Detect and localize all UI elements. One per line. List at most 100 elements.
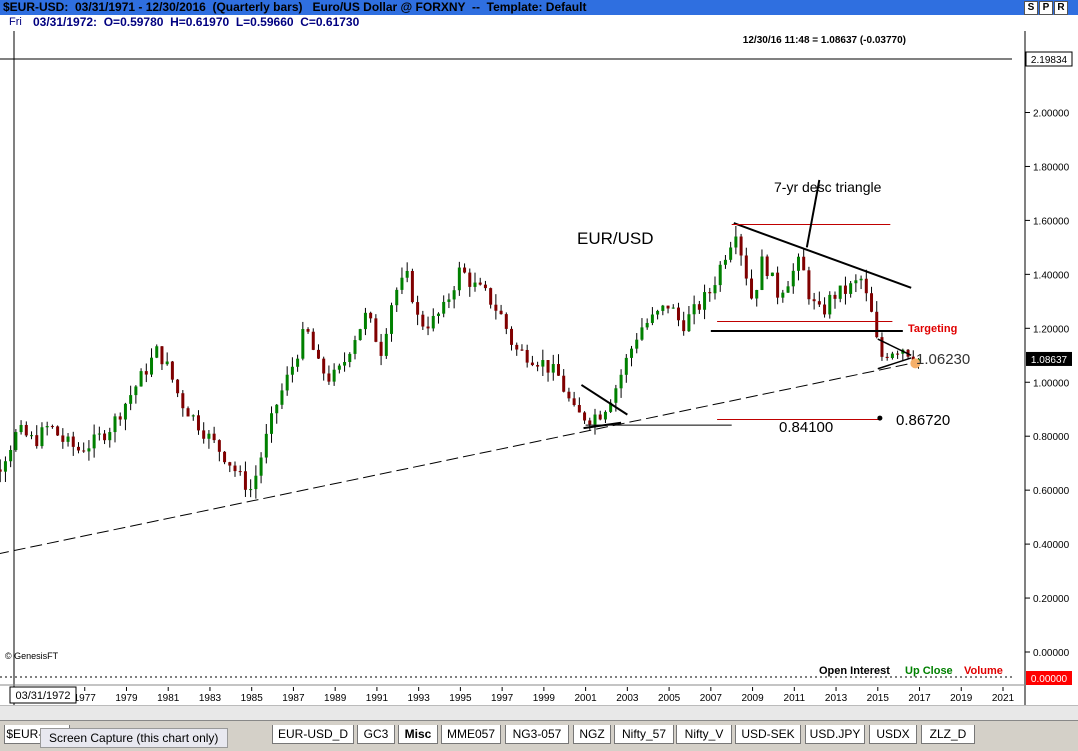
candle-up xyxy=(97,433,101,435)
top-price-tag-text: 2.19834 xyxy=(1031,55,1068,66)
p-button[interactable]: P xyxy=(1039,1,1053,15)
candle-down xyxy=(144,371,148,375)
candle-up xyxy=(332,369,336,382)
candle-up xyxy=(343,362,347,366)
tab-zlz-d[interactable]: ZLZ_D xyxy=(921,725,975,744)
tab-usd-jpy[interactable]: USD.JPY xyxy=(805,725,865,744)
candle-up xyxy=(859,278,863,281)
price-chart[interactable]: 2.00000 1.80000 1.60000 1.40000 1.20000 1.000… xyxy=(0,31,1078,720)
candle-up xyxy=(442,301,446,314)
candle-up xyxy=(447,299,451,302)
candle-down xyxy=(196,415,200,431)
x-tick-label: 1983 xyxy=(199,693,222,704)
candle-up xyxy=(92,434,96,449)
x-tick-label: 1991 xyxy=(366,693,389,704)
tab-gc3[interactable]: GC3 xyxy=(357,725,395,744)
candle-down xyxy=(530,362,534,366)
screen-capture-tooltip: Screen Capture (this chart only) xyxy=(40,728,228,748)
candle-up xyxy=(405,270,409,278)
candle-down xyxy=(588,420,592,425)
candle-down xyxy=(885,356,889,358)
tab-nifty-v[interactable]: Nifty_V xyxy=(676,725,732,744)
candle-up xyxy=(551,364,555,373)
tab-usd-sek[interactable]: USD-SEK xyxy=(735,725,801,744)
candle-down xyxy=(483,284,487,289)
candle-up xyxy=(87,448,91,452)
tab-mme057[interactable]: MME057 xyxy=(441,725,501,744)
candle-up xyxy=(457,267,461,291)
tab-nifty-57[interactable]: Nifty_57 xyxy=(614,725,674,744)
candlestick-series xyxy=(0,225,920,499)
x-tick-label: 1979 xyxy=(115,693,138,704)
candle-up xyxy=(781,292,785,298)
x-tick-label: 1995 xyxy=(449,693,472,704)
candle-up xyxy=(593,414,597,425)
candle-up xyxy=(729,247,733,260)
candle-up xyxy=(165,361,169,365)
candle-up xyxy=(661,305,665,311)
tab-ng3-057[interactable]: NG3-057 xyxy=(505,725,569,744)
candle-up xyxy=(254,475,258,490)
r-button[interactable]: R xyxy=(1054,1,1068,15)
tab-ngz[interactable]: NGZ xyxy=(573,725,611,744)
chart-area[interactable]: 2.00000 1.80000 1.60000 1.40000 1.20000 1.000… xyxy=(0,31,1078,720)
candle-down xyxy=(468,272,472,287)
x-tick-label: 1977 xyxy=(74,693,97,704)
candle-down xyxy=(228,462,232,466)
candle-down xyxy=(562,375,566,392)
candle-down xyxy=(896,353,900,355)
candle-up xyxy=(609,402,613,412)
candle-up xyxy=(395,289,399,306)
horizontal-scrollbar[interactable] xyxy=(0,705,1078,721)
candle-down xyxy=(843,285,847,294)
candle-down xyxy=(525,349,529,363)
tab-eur-usd-d[interactable]: EUR-USD_D xyxy=(272,725,354,744)
candle-down xyxy=(802,256,806,271)
candle-up xyxy=(285,374,289,391)
candle-down xyxy=(598,414,602,420)
candle-up xyxy=(624,357,628,375)
candle-up xyxy=(723,259,727,265)
tab-misc[interactable]: Misc xyxy=(398,725,438,744)
candle-up xyxy=(296,358,300,367)
candle-up xyxy=(770,272,774,276)
candle-up xyxy=(603,411,607,420)
candle-down xyxy=(708,292,712,294)
window-title-bar: $EUR-USD: 03/31/1971 - 12/30/2016 (Quart… xyxy=(0,0,1078,15)
tab-usdx[interactable]: USDX xyxy=(869,725,917,744)
candle-down xyxy=(311,331,315,350)
candle-up xyxy=(40,427,44,447)
x-tick-label: 2021 xyxy=(992,693,1015,704)
candle-up xyxy=(703,292,707,310)
candle-up xyxy=(358,329,362,341)
candle-down xyxy=(176,379,180,394)
x-tick-label: 2017 xyxy=(908,693,931,704)
x-tick-label: 2005 xyxy=(658,693,681,704)
last-price-tag xyxy=(1026,351,1072,366)
y-tick-label: 1.40000 xyxy=(1033,270,1070,281)
triangle-top-line xyxy=(733,222,912,289)
triangle-label: 7-yr desc triangle xyxy=(774,179,882,195)
candle-down xyxy=(870,293,874,312)
candle-down xyxy=(238,471,242,473)
triangle-label-arrow xyxy=(805,179,821,248)
candle-down xyxy=(160,346,164,365)
y-tick-label: 1.20000 xyxy=(1033,324,1070,335)
candle-up xyxy=(66,436,70,442)
trendline-drawings xyxy=(0,179,921,555)
candle-up xyxy=(473,282,477,287)
candle-down xyxy=(76,446,80,451)
candle-down xyxy=(118,416,122,420)
x-tick-label: 2009 xyxy=(741,693,764,704)
long-term-support-line xyxy=(0,362,912,555)
candle-down xyxy=(61,435,65,442)
candle-up xyxy=(713,285,717,294)
candle-up xyxy=(656,310,660,315)
candle-down xyxy=(463,267,467,273)
window-title: $EUR-USD: 03/31/1971 - 12/30/2016 (Quart… xyxy=(3,0,587,14)
x-tick-label: 1999 xyxy=(533,693,556,704)
s-button[interactable]: S xyxy=(1024,1,1038,15)
level-0841-label: 0.84100 xyxy=(779,419,833,436)
candle-up xyxy=(207,433,211,439)
candle-up xyxy=(890,353,894,358)
